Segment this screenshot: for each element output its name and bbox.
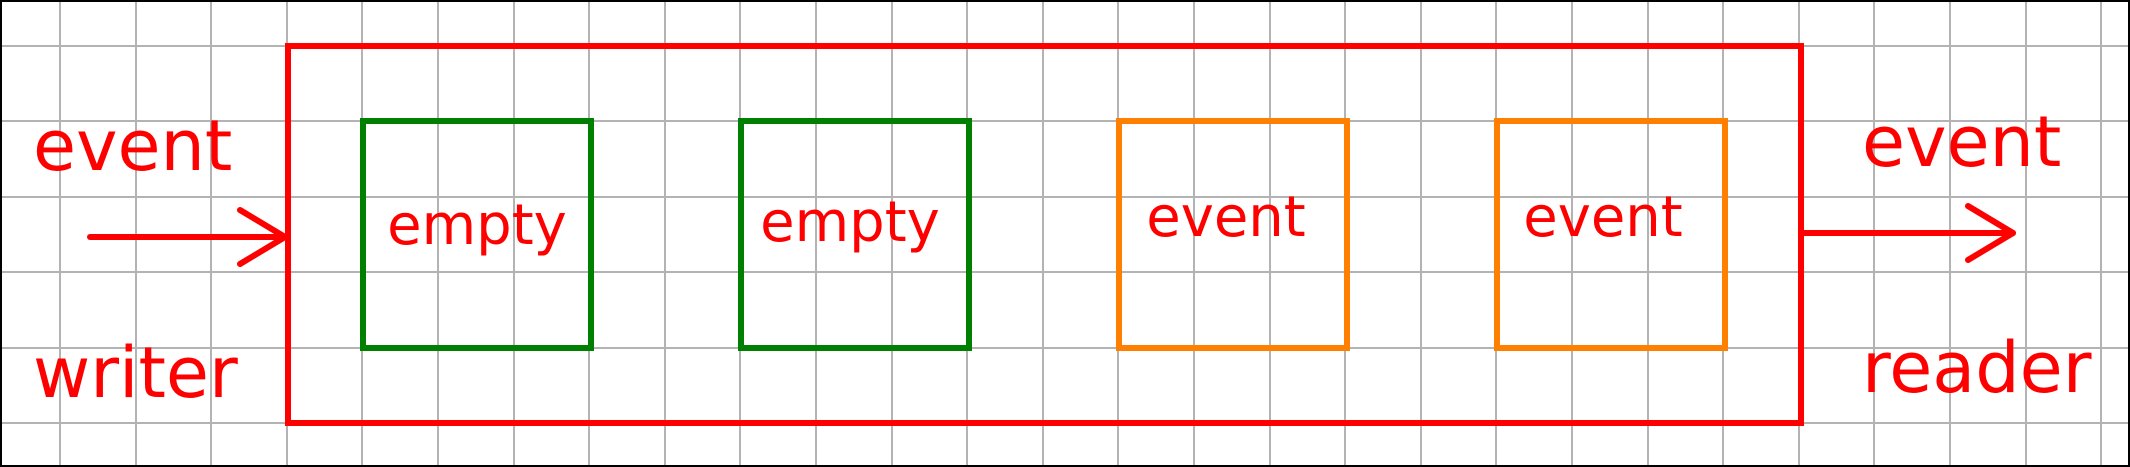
buffer-slot-4: event	[1494, 118, 1728, 351]
incoming-event-label: event	[33, 105, 232, 187]
writer-label: writer	[33, 332, 238, 414]
slot-box	[738, 118, 972, 351]
slot-box	[1494, 118, 1728, 351]
outgoing-event-label: event	[1862, 101, 2061, 183]
slot-label: empty	[760, 190, 940, 255]
reader-arrow	[1798, 203, 2016, 263]
writer-arrow	[87, 207, 288, 267]
reader-label: reader	[1862, 327, 2092, 409]
buffer-slot-3: event	[1116, 118, 1350, 351]
slot-label: event	[1523, 185, 1683, 250]
slot-label: empty	[387, 193, 567, 258]
buffer-slot-2: empty	[738, 118, 972, 351]
slot-box	[360, 118, 594, 351]
slot-box	[1116, 118, 1350, 351]
buffer-slot-1: empty	[360, 118, 594, 351]
slot-label: event	[1146, 185, 1306, 250]
